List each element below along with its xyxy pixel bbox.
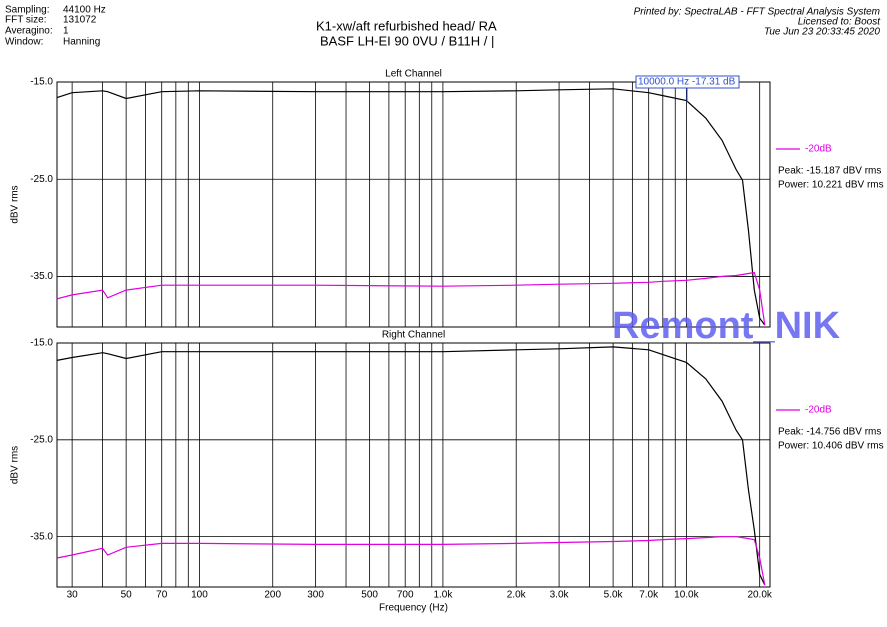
info-value: Hanning <box>63 37 100 48</box>
x-tick-label: 3.0k <box>550 590 570 601</box>
x-axis-label: Frequency (Hz) <box>379 603 448 614</box>
y-tick-label: -35.0 <box>30 271 53 282</box>
y-tick-label: -15.0 <box>30 77 53 88</box>
x-tick-label: 70 <box>156 590 168 601</box>
info-value: 131072 <box>63 15 97 26</box>
license: Licensed to: Boost <box>798 17 881 28</box>
x-tick-label: 7.0k <box>639 590 659 601</box>
x-tick-label: 20.0k <box>747 590 772 601</box>
series-line <box>56 88 766 326</box>
info-label: Averagino: <box>5 26 53 37</box>
x-tick-label: 30 <box>67 590 79 601</box>
x-tick-label: 500 <box>361 590 378 601</box>
legend-label: -20dB <box>805 405 832 416</box>
y-tick-label: -25.0 <box>30 174 53 185</box>
legend-label: -20dB <box>805 144 832 155</box>
title-line: BASF LH-EI 90 0VU / B11H / | <box>320 33 494 48</box>
print-date: Tue Jun 23 20:33:45 2020 <box>764 27 880 38</box>
x-tick-label: 1.0k <box>433 590 453 601</box>
cursor-label: 10000.0 Hz -17.31 dB <box>638 77 736 88</box>
annotation: Power: 10.221 dBV rms <box>778 180 884 191</box>
annotation: Power: 10.406 dBV rms <box>778 441 884 452</box>
y-tick-label: -25.0 <box>30 434 53 445</box>
annotation: Peak: -15.187 dBV rms <box>778 166 881 177</box>
x-tick-label: 200 <box>264 590 281 601</box>
printed-by: Printed by: SpectraLAB - FFT Spectral An… <box>634 7 880 18</box>
info-value: 44100 Hz <box>63 5 106 16</box>
y-tick-label: -35.0 <box>30 531 53 542</box>
y-axis-label: dBV rms <box>10 446 21 484</box>
info-label: Window: <box>5 37 43 48</box>
series-line <box>56 536 766 586</box>
series-line <box>56 346 766 586</box>
y-tick-label: -15.0 <box>30 338 53 349</box>
title-line: K1-xw/aft refurbished head/ RA <box>316 18 497 33</box>
annotation: Peak: -14.756 dBV rms <box>778 427 881 438</box>
info-value: 1 <box>63 26 69 37</box>
chart-title: Right Channel <box>382 330 445 341</box>
info-label: FFT size: <box>5 15 46 26</box>
watermark: Remont_NIK <box>612 305 841 347</box>
x-tick-label: 2.0k <box>507 590 527 601</box>
x-tick-label: 10.0k <box>674 590 699 601</box>
chart-title: Left Channel <box>385 69 442 80</box>
info-label: Sampling: <box>5 5 49 16</box>
y-axis-label: dBV rms <box>10 185 21 223</box>
x-tick-label: 5.0k <box>604 590 624 601</box>
x-tick-label: 700 <box>397 590 414 601</box>
x-tick-label: 50 <box>121 590 133 601</box>
x-tick-label: 300 <box>307 590 324 601</box>
series-line <box>56 271 766 326</box>
x-tick-label: 100 <box>191 590 208 601</box>
